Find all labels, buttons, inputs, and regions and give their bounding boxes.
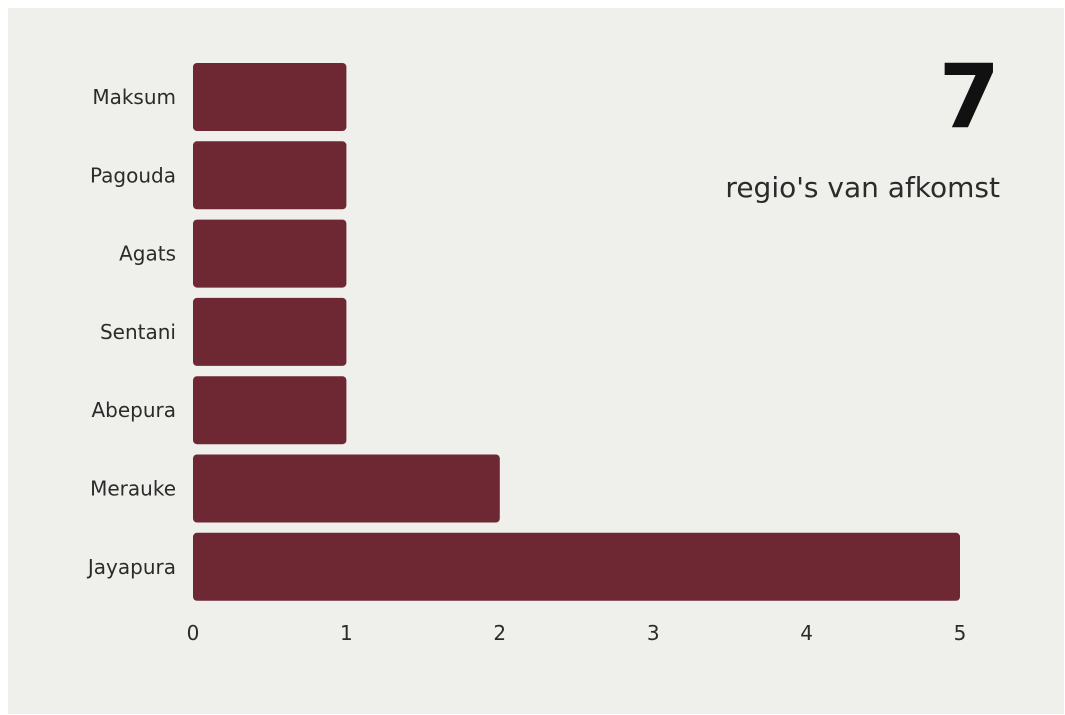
category-label-agats: Agats [119, 242, 176, 266]
category-label-maksum: Maksum [92, 85, 176, 109]
x-tick-label: 2 [493, 621, 506, 645]
bar-abepura [193, 376, 347, 445]
category-label-jayapura: Jayapura [86, 555, 176, 579]
x-axis-tick-labels: 0 1 2 3 4 5 [187, 621, 967, 645]
category-label-sentani: Sentani [100, 320, 176, 344]
bar-maksum [193, 63, 347, 131]
category-label-abepura: Abepura [91, 398, 176, 422]
x-tick-label: 0 [187, 621, 200, 645]
category-label-merauke: Merauke [90, 477, 176, 501]
bar-agats [193, 219, 347, 288]
bars-group [193, 63, 960, 601]
category-label-pagouda: Pagouda [90, 163, 176, 187]
headline-text: regio's van afkomst [725, 171, 1000, 204]
x-tick-label: 1 [340, 621, 353, 645]
bar-merauke [193, 454, 500, 523]
bar-sentani [193, 297, 347, 366]
bar-jayapura [193, 532, 960, 601]
x-tick-label: 5 [954, 621, 967, 645]
category-labels: Maksum Pagouda Agats Sentani Abepura Merauke J… [86, 85, 176, 579]
x-tick-label: 4 [800, 621, 813, 645]
x-tick-label: 3 [647, 621, 660, 645]
headline-number: 7 [938, 45, 1000, 148]
bar-pagouda [193, 141, 347, 210]
